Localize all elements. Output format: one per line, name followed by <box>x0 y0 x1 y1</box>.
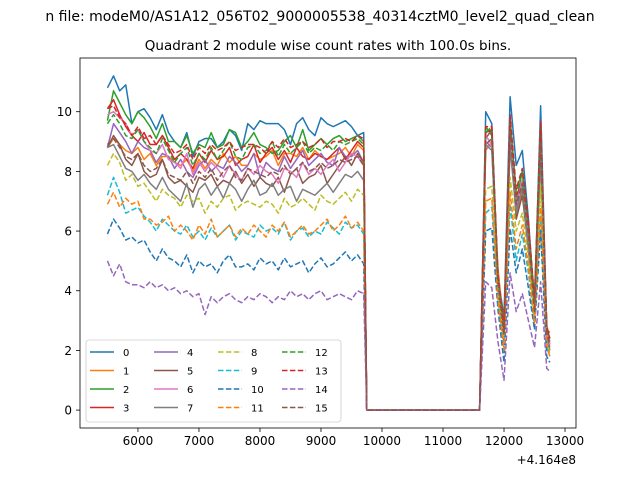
legend-label-11: 11 <box>251 404 264 415</box>
y-tick-label: 4 <box>64 284 72 298</box>
legend-label-10: 10 <box>251 385 264 396</box>
legend-label-2: 2 <box>123 385 129 396</box>
plot-frame <box>79 57 577 429</box>
legend-label-15: 15 <box>315 404 328 415</box>
legend-label-0: 0 <box>123 348 129 359</box>
y-tick-label: 10 <box>57 105 72 119</box>
series-line-10 <box>106 218 551 411</box>
series-line-15 <box>106 131 551 411</box>
x-tick-label: 7000 <box>184 434 215 448</box>
legend-label-8: 8 <box>251 348 257 359</box>
x-tick-label: 6000 <box>123 434 154 448</box>
y-axis: 0 2 4 6 8 10 <box>57 105 80 418</box>
series-line-14 <box>106 260 551 411</box>
y-tick-label: 6 <box>64 225 72 239</box>
y-tick-label: 8 <box>64 165 72 179</box>
x-tick-label: 12000 <box>485 434 523 448</box>
x-tick-label: 10000 <box>363 434 401 448</box>
x-axis: 6000 7000 8000 9000 10000 11000 12000 13000 <box>123 428 584 448</box>
legend-frame <box>85 339 342 423</box>
x-tick-label: 9000 <box>306 434 337 448</box>
legend-label-4: 4 <box>187 348 193 359</box>
series-layer <box>106 75 551 411</box>
legend-label-5: 5 <box>187 367 193 378</box>
x-tick-label: 8000 <box>245 434 276 448</box>
figure-suptitle: n file: modeM0/AS1A12_056T02_9000005538_… <box>45 9 594 25</box>
legend-label-14: 14 <box>315 385 328 396</box>
legend-label-13: 13 <box>315 367 328 378</box>
series-line-8 <box>106 152 551 411</box>
legend-label-9: 9 <box>251 367 257 378</box>
chart-title: Quadrant 2 module wise count rates with … <box>145 38 511 54</box>
legend-label-7: 7 <box>187 404 193 415</box>
y-tick-label: 2 <box>64 344 72 358</box>
plot-area <box>79 57 577 429</box>
x-tick-label: 11000 <box>424 434 462 448</box>
legend-label-3: 3 <box>123 404 129 415</box>
series-line-12 <box>106 113 551 411</box>
legend-label-12: 12 <box>315 348 328 359</box>
y-tick-label: 0 <box>64 404 72 418</box>
x-tick-label: 13000 <box>546 434 584 448</box>
legend-label-6: 6 <box>187 385 193 396</box>
legend-label-1: 1 <box>123 367 129 378</box>
series-line-11 <box>106 191 551 411</box>
series-line-9 <box>106 176 551 411</box>
x-offset-label: +4.164e8 <box>517 453 576 467</box>
